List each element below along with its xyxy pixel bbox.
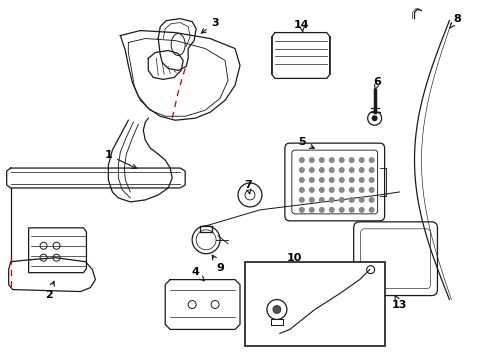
Circle shape — [338, 187, 344, 193]
Circle shape — [368, 187, 374, 193]
Circle shape — [338, 167, 344, 173]
Circle shape — [328, 177, 334, 183]
Circle shape — [308, 157, 314, 163]
Circle shape — [348, 197, 354, 203]
Bar — [244, 262, 384, 346]
Circle shape — [348, 207, 354, 213]
Circle shape — [308, 197, 314, 203]
Circle shape — [328, 207, 334, 213]
Text: 4: 4 — [191, 267, 204, 281]
Circle shape — [298, 167, 304, 173]
Circle shape — [318, 187, 324, 193]
Circle shape — [298, 187, 304, 193]
Circle shape — [308, 177, 314, 183]
Text: 1: 1 — [104, 150, 136, 168]
Circle shape — [338, 197, 344, 203]
Circle shape — [368, 177, 374, 183]
Circle shape — [298, 197, 304, 203]
Text: 11: 11 — [315, 302, 337, 316]
Circle shape — [272, 306, 280, 314]
Text: 7: 7 — [244, 180, 251, 194]
Text: 10: 10 — [286, 253, 302, 263]
Circle shape — [348, 187, 354, 193]
Circle shape — [298, 207, 304, 213]
Circle shape — [308, 207, 314, 213]
Circle shape — [368, 157, 374, 163]
Circle shape — [328, 157, 334, 163]
Circle shape — [368, 197, 374, 203]
Text: 9: 9 — [212, 255, 224, 273]
Circle shape — [338, 207, 344, 213]
Circle shape — [348, 177, 354, 183]
Circle shape — [358, 207, 364, 213]
Circle shape — [318, 177, 324, 183]
Circle shape — [358, 157, 364, 163]
Text: 3: 3 — [201, 18, 219, 33]
Circle shape — [318, 167, 324, 173]
Text: 13: 13 — [391, 296, 407, 310]
Text: 12: 12 — [260, 297, 275, 306]
Circle shape — [368, 207, 374, 213]
Text: 8: 8 — [448, 14, 460, 28]
Circle shape — [328, 187, 334, 193]
Circle shape — [368, 167, 374, 173]
Circle shape — [328, 167, 334, 173]
Text: 2: 2 — [44, 282, 54, 300]
Circle shape — [338, 177, 344, 183]
Circle shape — [318, 157, 324, 163]
Circle shape — [298, 177, 304, 183]
Text: 5: 5 — [297, 137, 314, 148]
Text: 6: 6 — [373, 77, 381, 90]
Circle shape — [348, 157, 354, 163]
Circle shape — [348, 167, 354, 173]
Text: 14: 14 — [293, 19, 309, 32]
Circle shape — [318, 197, 324, 203]
Circle shape — [308, 187, 314, 193]
Circle shape — [338, 157, 344, 163]
Circle shape — [358, 177, 364, 183]
Circle shape — [358, 187, 364, 193]
Circle shape — [358, 197, 364, 203]
Circle shape — [328, 197, 334, 203]
Circle shape — [318, 207, 324, 213]
Circle shape — [358, 167, 364, 173]
Circle shape — [371, 115, 377, 121]
Circle shape — [308, 167, 314, 173]
Circle shape — [298, 157, 304, 163]
